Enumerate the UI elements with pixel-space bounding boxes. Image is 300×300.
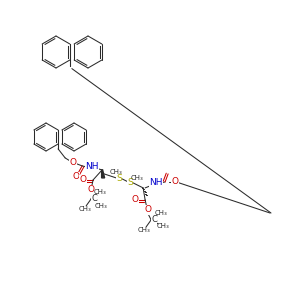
Text: O: O (172, 177, 178, 186)
Text: CH₃: CH₃ (94, 189, 106, 195)
Text: O: O (132, 195, 139, 204)
Text: CH₃: CH₃ (79, 206, 92, 212)
Text: NH: NH (149, 178, 163, 188)
Text: O: O (80, 176, 87, 184)
Text: O: O (70, 158, 76, 167)
Text: CH₃: CH₃ (138, 227, 151, 233)
Polygon shape (102, 170, 105, 178)
Text: C: C (91, 194, 97, 203)
Text: CH₃: CH₃ (95, 203, 107, 209)
Text: NH: NH (85, 162, 99, 171)
Text: O: O (88, 185, 94, 194)
Text: C: C (151, 215, 157, 224)
Text: O: O (73, 172, 80, 182)
Text: O: O (145, 206, 152, 214)
Text: CH₃: CH₃ (110, 169, 122, 175)
Text: CH₃: CH₃ (155, 210, 167, 216)
Text: CH₃: CH₃ (157, 223, 169, 229)
Text: CH₃: CH₃ (131, 175, 143, 181)
Text: S: S (116, 174, 122, 183)
Text: S: S (127, 178, 133, 188)
